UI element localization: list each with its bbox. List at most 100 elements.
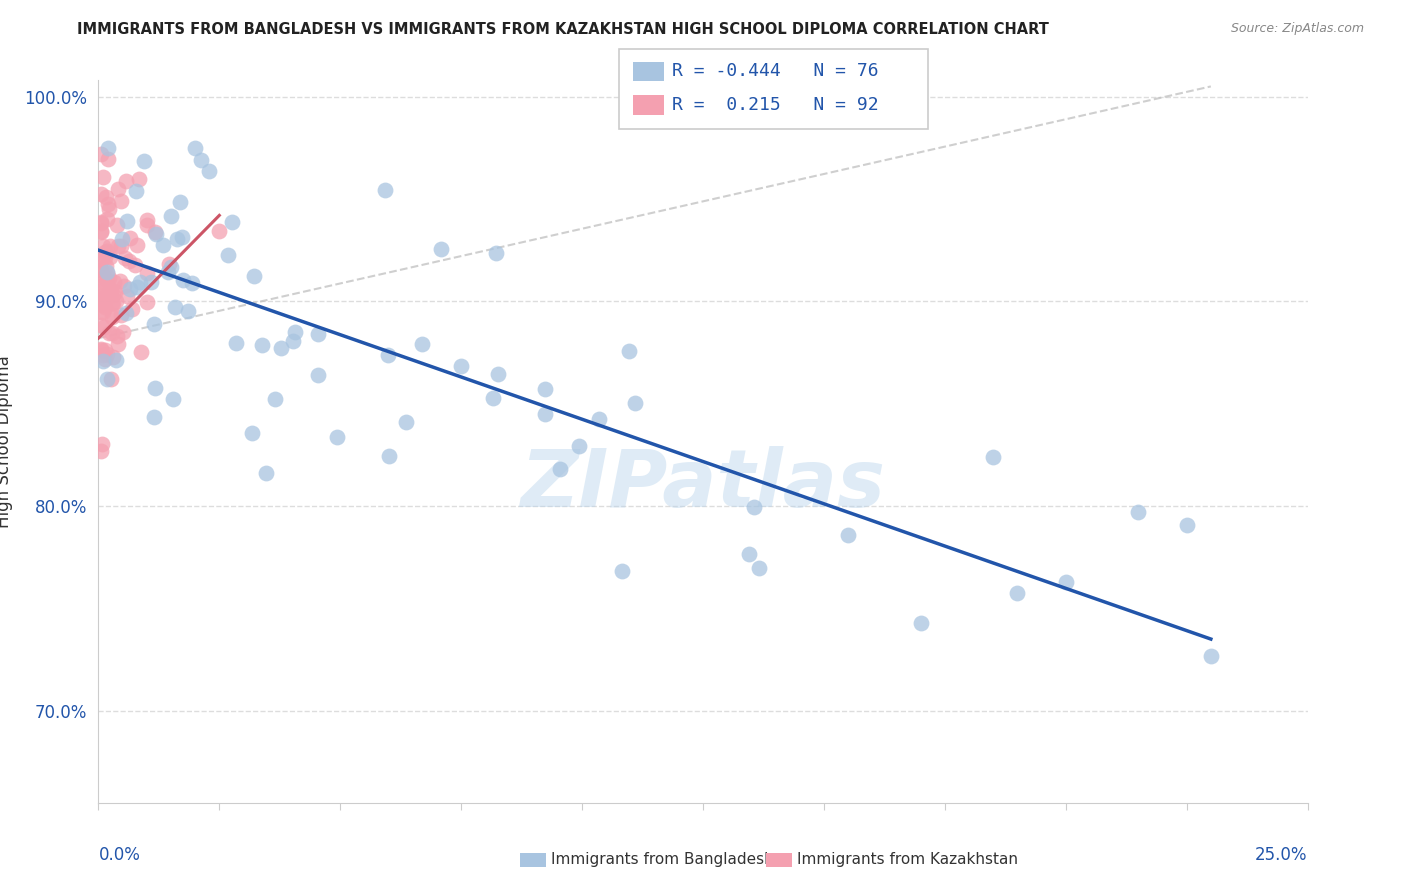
Point [624, 395, 647, 409]
Point [1007, 586, 1029, 600]
Point [94, 352, 117, 367]
Point [94, 289, 117, 303]
Point [837, 528, 859, 542]
Point [742, 500, 765, 514]
Text: Immigrants from Bangladesh: Immigrants from Bangladesh [551, 853, 773, 867]
Text: R =  0.215   N = 92: R = 0.215 N = 92 [672, 96, 879, 114]
Point [91, 305, 114, 319]
Point [91, 297, 114, 311]
Point [567, 439, 589, 453]
Point [90, 253, 112, 268]
Point [120, 282, 142, 296]
Point [132, 154, 155, 169]
Point [97, 141, 120, 155]
Point [181, 276, 204, 290]
Point [96, 267, 118, 281]
Point [96, 347, 118, 361]
Point [617, 343, 640, 358]
Point [118, 253, 141, 268]
Point [105, 294, 128, 309]
Point [98, 250, 121, 264]
Point [110, 309, 132, 323]
Point [143, 381, 166, 395]
Text: Source: ZipAtlas.com: Source: ZipAtlas.com [1230, 22, 1364, 36]
Point [160, 209, 183, 223]
Point [208, 224, 231, 238]
Point [377, 348, 399, 362]
Point [125, 184, 148, 198]
Point [107, 182, 129, 196]
Point [240, 426, 263, 441]
Point [108, 274, 131, 288]
Point [217, 248, 239, 262]
Text: 25.0%: 25.0% [1256, 847, 1308, 864]
Point [91, 278, 114, 293]
Point [96, 212, 118, 227]
Point [135, 266, 157, 280]
Point [128, 172, 150, 186]
Point [110, 239, 132, 253]
Point [136, 295, 159, 310]
Point [121, 302, 143, 317]
Point [94, 250, 117, 264]
Point [90, 444, 112, 458]
Point [96, 273, 118, 287]
Point [90, 293, 112, 307]
Point [486, 367, 509, 381]
Point [588, 411, 610, 425]
Point [748, 560, 770, 574]
Point [101, 350, 124, 364]
Point [107, 336, 129, 351]
Point [93, 275, 115, 289]
Point [127, 238, 149, 252]
Point [96, 372, 118, 386]
Point [96, 190, 118, 204]
Point [91, 238, 114, 252]
Point [93, 319, 115, 334]
Point [112, 279, 135, 293]
Point [117, 213, 139, 227]
Point [115, 289, 138, 303]
Point [198, 164, 221, 178]
Point [374, 183, 396, 197]
Point [91, 436, 114, 450]
Point [90, 293, 112, 307]
Point [103, 308, 125, 322]
Point [90, 224, 112, 238]
Point [105, 329, 128, 343]
Point [107, 239, 129, 253]
Point [159, 257, 181, 271]
Point [548, 462, 571, 476]
Point [111, 232, 134, 246]
Point [101, 326, 124, 340]
Point [221, 215, 243, 229]
Point [90, 216, 112, 230]
Point [430, 242, 453, 256]
Text: R = -0.444   N = 76: R = -0.444 N = 76 [672, 62, 879, 80]
Point [910, 616, 932, 631]
Point [284, 325, 307, 339]
Point [101, 288, 124, 302]
Point [100, 285, 122, 300]
Point [1175, 517, 1198, 532]
Point [981, 450, 1004, 465]
Text: ZIPatlas: ZIPatlas [520, 446, 886, 524]
Point [93, 269, 115, 284]
Point [120, 231, 142, 245]
Point [394, 415, 416, 429]
Point [90, 226, 112, 240]
Point [90, 147, 112, 161]
Point [485, 246, 508, 260]
Point [90, 318, 112, 332]
Point [152, 238, 174, 252]
Point [325, 429, 347, 443]
Point [101, 296, 124, 310]
Point [90, 215, 112, 229]
Point [94, 244, 117, 259]
Point [225, 336, 247, 351]
Point [91, 169, 114, 184]
Point [142, 410, 165, 425]
Point [160, 260, 183, 274]
Text: IMMIGRANTS FROM BANGLADESH VS IMMIGRANTS FROM KAZAKHSTAN HIGH SCHOOL DIPLOMA COR: IMMIGRANTS FROM BANGLADESH VS IMMIGRANTS… [77, 22, 1049, 37]
Point [166, 232, 188, 246]
